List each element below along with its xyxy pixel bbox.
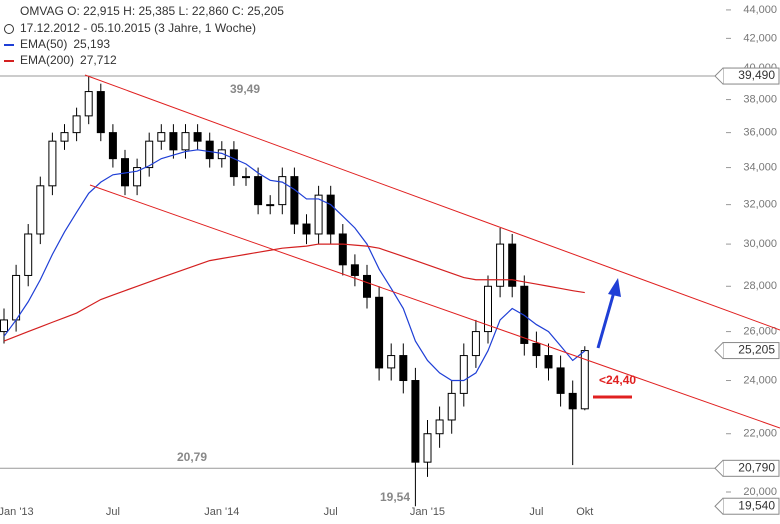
y-tick-label: 26,000 bbox=[743, 325, 777, 337]
annotation: <24,40 bbox=[599, 373, 636, 387]
candle-body bbox=[447, 392, 456, 421]
candle-body bbox=[254, 176, 263, 206]
candle-body bbox=[302, 223, 311, 235]
x-tick-label: Jan '15 bbox=[410, 506, 445, 518]
y-tick-label: 30,000 bbox=[743, 238, 777, 250]
candle-body bbox=[471, 331, 480, 357]
candle-body bbox=[532, 342, 541, 357]
y-tick-label: 34,000 bbox=[743, 161, 777, 173]
candle-body bbox=[36, 185, 45, 235]
candle-body bbox=[157, 132, 166, 142]
y-tick-label: 22,000 bbox=[743, 428, 777, 440]
arrow bbox=[596, 291, 616, 349]
ema-line bbox=[3, 243, 585, 342]
candle-body bbox=[363, 274, 371, 298]
legend: EMA(50) 25,193 EMA(200) 27,712 bbox=[4, 37, 117, 67]
annotation: 19,54 bbox=[380, 490, 410, 504]
level-pointer bbox=[714, 497, 724, 515]
level-label: 25,205 bbox=[738, 343, 775, 357]
y-tick-label: 20,000 bbox=[743, 486, 777, 498]
candle-body bbox=[108, 132, 117, 160]
candle-body bbox=[411, 380, 420, 463]
period: 17.12.2012 - 05.10.2015 (3 Jahre, 1 Woch… bbox=[20, 21, 256, 35]
y-tick-label: 24,000 bbox=[743, 374, 777, 386]
candle-body bbox=[314, 194, 323, 235]
level-pointer bbox=[714, 67, 724, 85]
candle-body bbox=[242, 176, 250, 179]
y-tick-label: 44,000 bbox=[743, 4, 777, 16]
candle-body bbox=[375, 296, 384, 369]
candle-body bbox=[24, 233, 33, 276]
quote: OMVAG O: 22,915 H: 25,385 L: 22,860 C: 2… bbox=[20, 4, 284, 18]
legend-name: EMA(50) bbox=[20, 37, 67, 51]
channel-line bbox=[84, 74, 780, 331]
x-tick-label: Jan '13 bbox=[0, 506, 34, 518]
level-pointer bbox=[714, 342, 724, 359]
legend-name: EMA(200) bbox=[20, 53, 74, 67]
candle-body bbox=[181, 132, 190, 151]
legend-value: 27,712 bbox=[80, 53, 117, 67]
candle-body bbox=[133, 167, 142, 187]
ema-line bbox=[3, 149, 586, 382]
candle-body bbox=[48, 140, 57, 187]
candle-body bbox=[266, 204, 275, 207]
y-tick-label: 28,000 bbox=[743, 280, 777, 292]
candle-body bbox=[435, 419, 444, 435]
x-tick-label: Jan '14 bbox=[204, 506, 239, 518]
candle-body bbox=[72, 115, 81, 134]
arrow-head bbox=[608, 278, 621, 297]
candle-body bbox=[326, 194, 335, 235]
level-label: 20,790 bbox=[738, 460, 775, 474]
candle-body bbox=[556, 367, 565, 394]
candle-body bbox=[544, 355, 553, 369]
annotation: 20,79 bbox=[177, 450, 207, 464]
candle-body bbox=[290, 176, 299, 225]
level-pointer bbox=[714, 459, 724, 477]
candle-body bbox=[508, 243, 517, 287]
candle-body bbox=[399, 355, 408, 382]
candle-body bbox=[496, 243, 505, 287]
clock-icon bbox=[4, 24, 14, 34]
candle-body bbox=[0, 319, 8, 333]
candle-body bbox=[229, 149, 238, 178]
candle-body bbox=[580, 350, 589, 410]
channel-line bbox=[89, 184, 780, 429]
candle-body bbox=[169, 132, 178, 151]
level-label: 19,540 bbox=[738, 498, 775, 512]
candle-body bbox=[84, 91, 93, 117]
plot: 20,000 22,000 24,000 26,000 28,000 30,000 32,0… bbox=[0, 4, 777, 518]
x-tick-label: Jul bbox=[529, 506, 543, 518]
candle-body bbox=[484, 285, 492, 333]
level-label: 39,490 bbox=[738, 68, 775, 82]
y-tick-label: 38,000 bbox=[743, 93, 777, 105]
candle-body bbox=[60, 132, 69, 142]
candle-body bbox=[96, 91, 105, 134]
annotation: 39,49 bbox=[230, 82, 260, 96]
candle-body bbox=[145, 140, 154, 169]
y-tick-label: 42,000 bbox=[743, 32, 777, 44]
header-bg bbox=[0, 0, 330, 70]
candle-body bbox=[459, 355, 468, 394]
y-tick-label: 36,000 bbox=[743, 127, 777, 139]
candle-body bbox=[423, 433, 432, 463]
candle-body bbox=[350, 264, 359, 276]
candle-body bbox=[12, 274, 21, 321]
legend-value: 25,193 bbox=[73, 37, 110, 51]
x-tick-label: Jul bbox=[324, 506, 338, 518]
x-tick-label: Okt bbox=[576, 506, 593, 518]
y-tick-label: 32,000 bbox=[743, 199, 777, 211]
candle-body bbox=[338, 233, 347, 266]
candle-body bbox=[205, 140, 214, 160]
candle-body bbox=[278, 176, 287, 206]
x-tick-label: Jul bbox=[106, 506, 120, 518]
candle-body bbox=[568, 392, 577, 410]
candle-body bbox=[387, 355, 396, 369]
candle-body bbox=[193, 132, 202, 142]
